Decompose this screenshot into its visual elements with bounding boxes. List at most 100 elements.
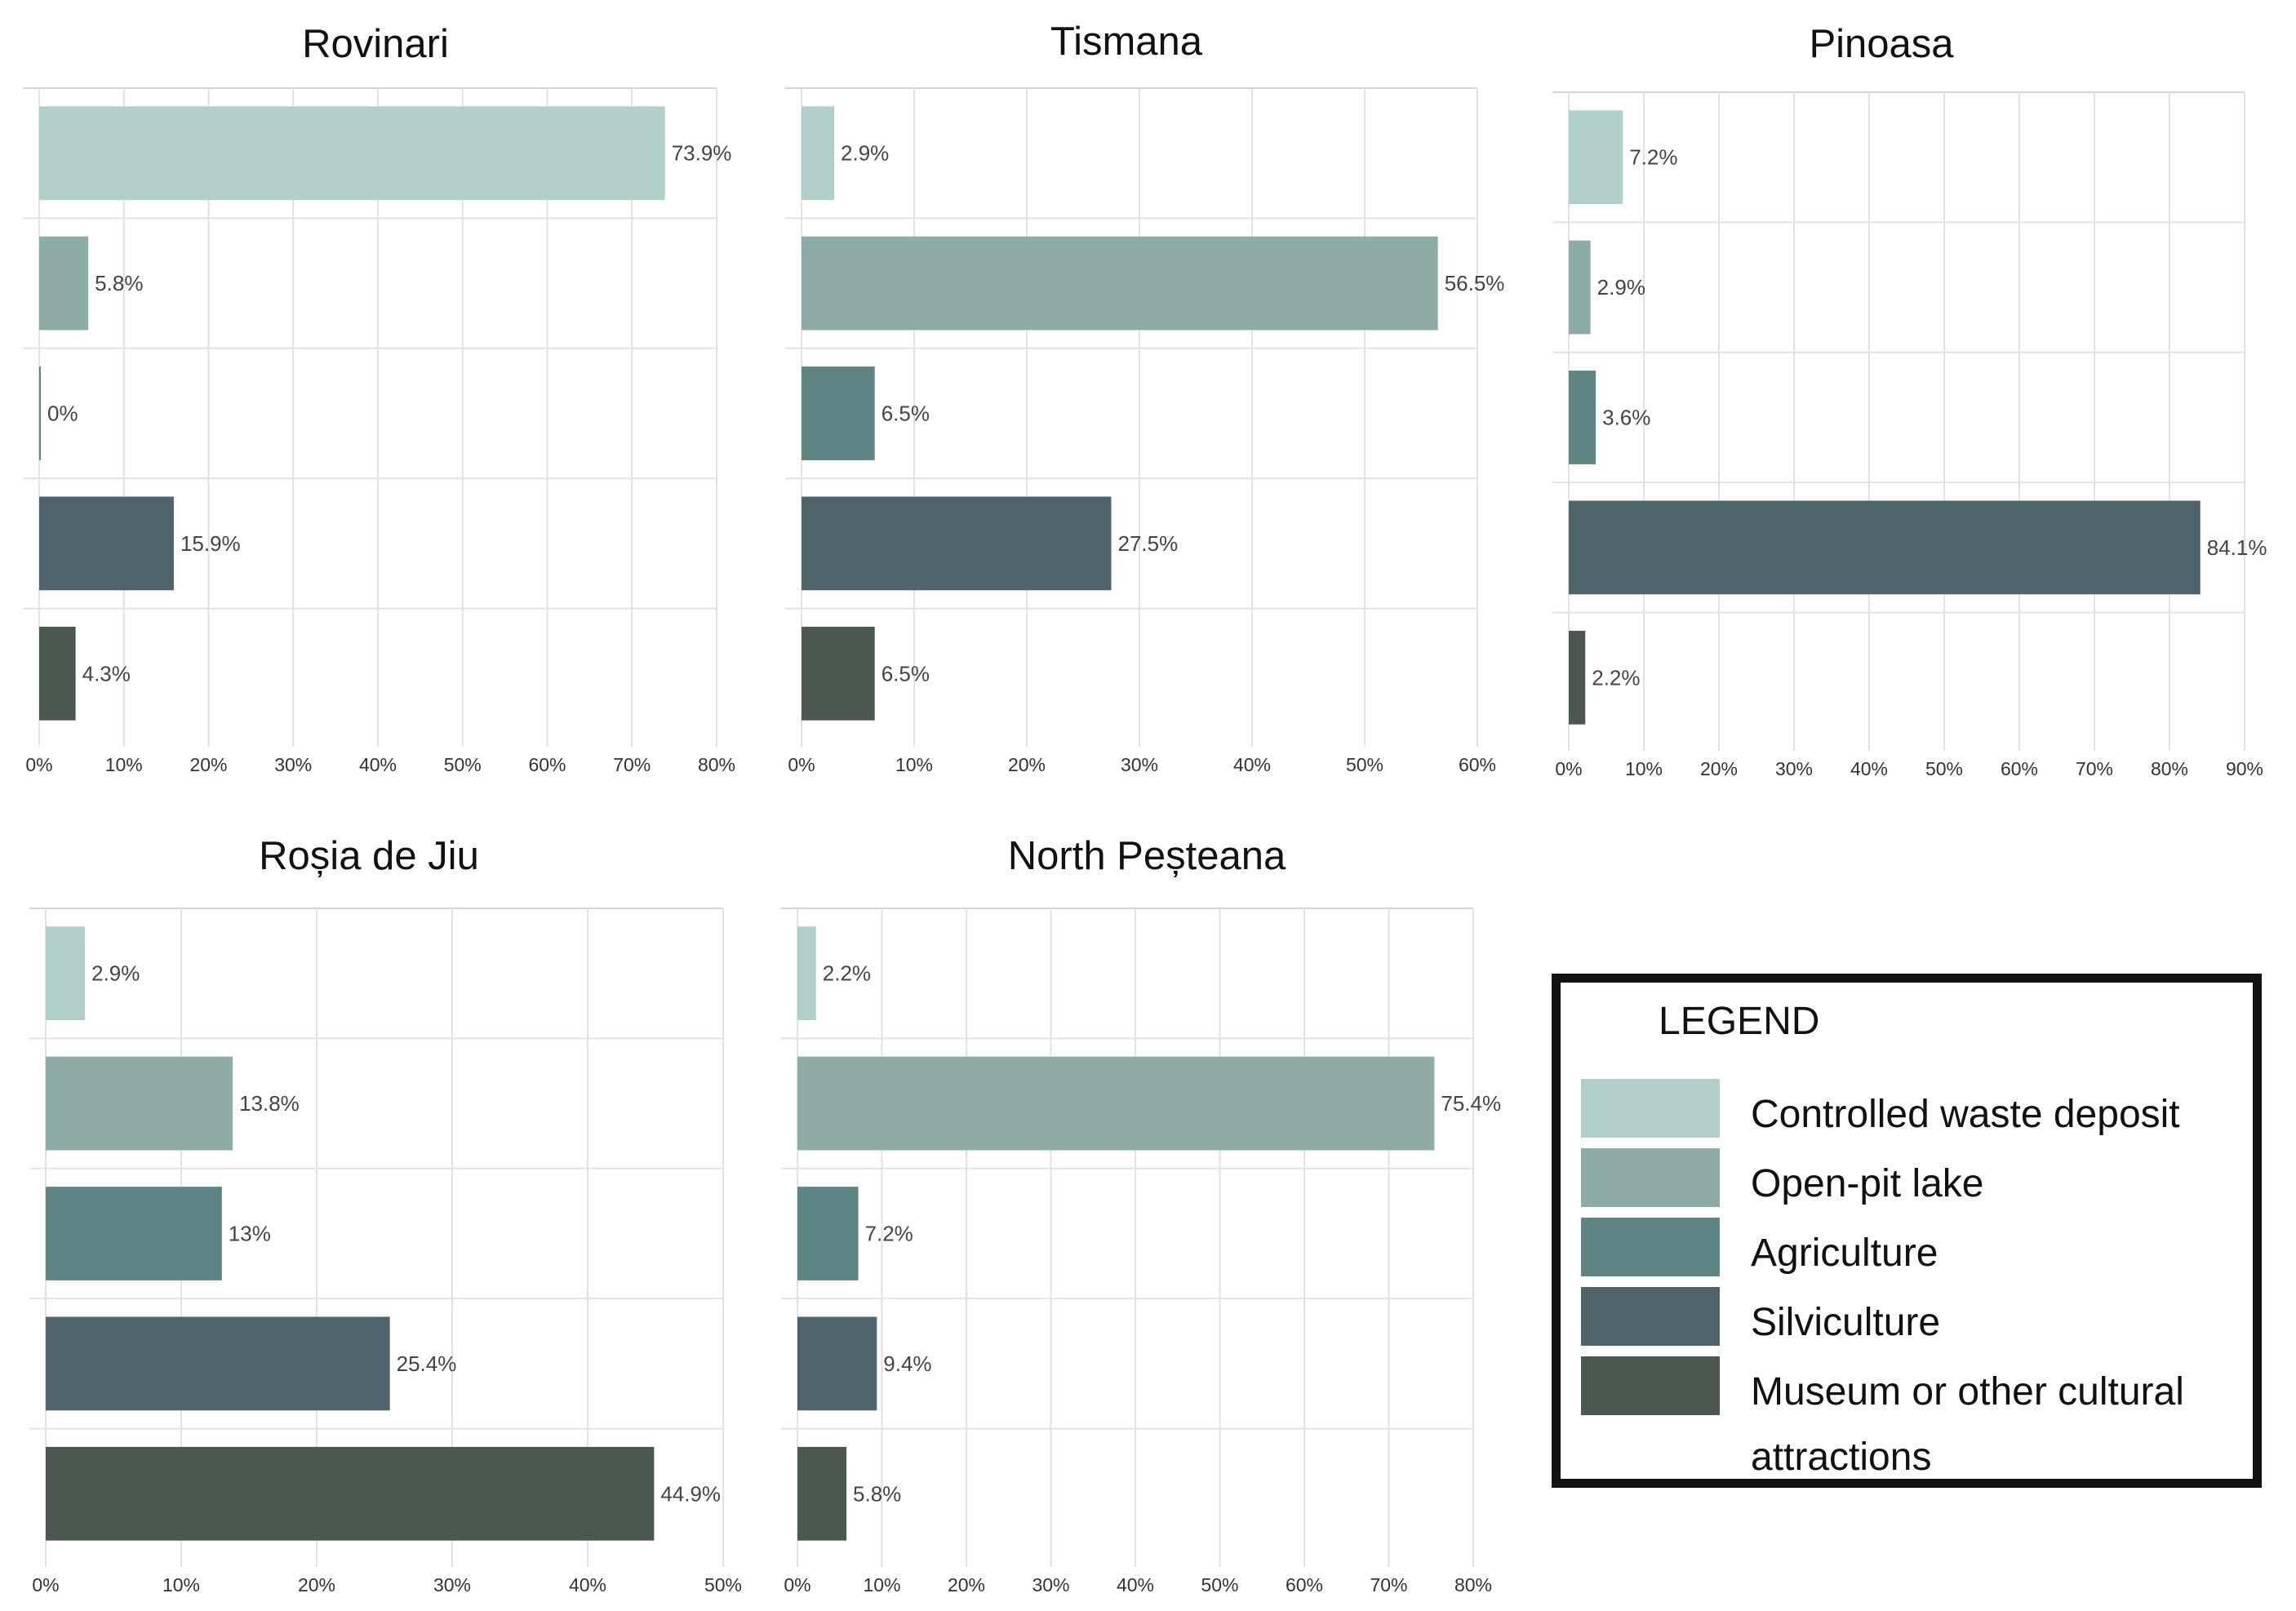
bar (797, 1056, 1435, 1151)
x-tick-label: 30% (274, 754, 312, 775)
data-label: 6.5% (882, 402, 930, 426)
data-label: 2.2% (823, 961, 871, 986)
legend-label: Controlled waste deposit (1751, 1093, 2180, 1136)
x-tick-label: 60% (1286, 1574, 1323, 1595)
bar (46, 1446, 655, 1541)
x-tick-label: 30% (1032, 1574, 1069, 1595)
data-label: 2.9% (841, 141, 889, 166)
bar (802, 106, 835, 201)
x-tick-label: 20% (1700, 758, 1738, 779)
data-label: 27.5% (1118, 531, 1179, 556)
data-label: 84.1% (2207, 535, 2267, 560)
x-tick-label: 40% (359, 754, 397, 775)
x-tick-label: 40% (1233, 754, 1271, 775)
legend-swatch (1581, 1287, 1720, 1346)
bar (39, 496, 174, 591)
chart-title: Tismana (1050, 20, 1203, 64)
legend-swatch (1581, 1218, 1720, 1276)
bar (802, 236, 1438, 331)
x-tick-label: 40% (1117, 1574, 1154, 1595)
data-label: 2.2% (1592, 665, 1640, 690)
data-label: 5.8% (853, 1481, 901, 1506)
x-tick-label: 0% (1555, 758, 1582, 779)
bar (39, 106, 665, 201)
bar (46, 926, 86, 1021)
x-tick-label: 10% (105, 754, 143, 775)
data-label: 15.9% (180, 531, 241, 556)
bar (39, 626, 76, 721)
legend-label: Open-pit lake (1751, 1162, 1984, 1205)
bar (1569, 240, 1591, 335)
bar (797, 1187, 859, 1280)
x-tick-label: 60% (2001, 758, 2038, 779)
data-label: 4.3% (82, 661, 131, 686)
data-label: 13.8% (239, 1091, 300, 1116)
x-tick-label: 70% (2076, 758, 2113, 779)
legend-label: Agriculture (1751, 1232, 1938, 1275)
data-label: 13% (229, 1222, 271, 1246)
bar (39, 366, 41, 460)
x-tick-label: 90% (2226, 758, 2263, 779)
data-label: 25.4% (397, 1351, 457, 1376)
x-tick-label: 80% (2151, 758, 2188, 779)
bar (797, 926, 816, 1021)
data-label: 73.9% (672, 141, 732, 166)
data-label: 3.6% (1602, 406, 1650, 430)
bar (797, 1446, 847, 1541)
x-tick-label: 70% (1370, 1574, 1407, 1595)
x-tick-label: 10% (162, 1574, 200, 1595)
bar (797, 1316, 877, 1411)
x-tick-label: 40% (569, 1574, 606, 1595)
x-tick-label: 50% (1925, 758, 1963, 779)
data-label: 56.5% (1445, 271, 1505, 295)
chart-title: Pinoasa (1809, 22, 1954, 66)
data-label: 2.9% (91, 961, 140, 986)
x-tick-label: 50% (704, 1574, 742, 1595)
x-tick-label: 50% (444, 754, 482, 775)
data-label: 7.2% (865, 1222, 913, 1246)
x-tick-label: 10% (1625, 758, 1663, 779)
x-tick-label: 0% (784, 1574, 810, 1595)
data-label: 2.9% (1597, 275, 1645, 300)
x-tick-label: 30% (1775, 758, 1813, 779)
bar (802, 496, 1112, 591)
data-label: 9.4% (883, 1351, 931, 1376)
data-label: 75.4% (1441, 1091, 1501, 1116)
legend-swatch (1581, 1079, 1720, 1138)
bar (46, 1056, 233, 1151)
legend-label: Museum or other cultural attractions (1751, 1370, 2184, 1479)
chart-title: North Peșteana (1008, 834, 1286, 878)
bar (1569, 630, 1586, 725)
chart-title: Roșia de Jiu (259, 834, 479, 878)
legend-swatch (1581, 1148, 1720, 1207)
legend-title: LEGEND (1659, 1000, 1820, 1043)
x-tick-label: 40% (1850, 758, 1888, 779)
x-tick-label: 30% (1121, 754, 1158, 775)
bar (802, 626, 875, 721)
bar (1569, 110, 1623, 205)
data-label: 5.8% (95, 271, 143, 295)
x-tick-label: 80% (1454, 1574, 1492, 1595)
x-tick-label: 10% (863, 1574, 900, 1595)
x-tick-label: 50% (1201, 1574, 1238, 1595)
data-label: 0% (47, 402, 78, 426)
bar (46, 1187, 222, 1280)
bar (46, 1316, 390, 1411)
legend-label: Silviculture (1751, 1301, 1941, 1344)
x-tick-label: 0% (32, 1574, 59, 1595)
bar (1569, 500, 2201, 595)
bar (1569, 371, 1597, 464)
chart-title: Rovinari (302, 22, 449, 66)
x-tick-label: 20% (1008, 754, 1046, 775)
chart-panel: North Peșteana 0% 10% 20% 30% 40% 50% 60% 70% 80%… (781, 834, 1501, 1595)
data-label: 44.9% (660, 1481, 721, 1506)
x-tick-label: 0% (788, 754, 815, 775)
chart-panel: Rovinari 0% 10% 20% 30% 40% 50% 60% 70% 80% 73.9% 5… (23, 22, 735, 775)
x-tick-label: 10% (895, 754, 933, 775)
chart-panel: Tismana 0% 10% 20% 30% 40% 50% 60% 2.9% 56.5% 6.5%… (785, 20, 1504, 775)
x-tick-label: 60% (1459, 754, 1496, 775)
x-tick-label: 50% (1346, 754, 1383, 775)
legend-box: LEGEND Controlled waste deposit Open-pit… (1552, 974, 2262, 1488)
bar (39, 236, 89, 331)
